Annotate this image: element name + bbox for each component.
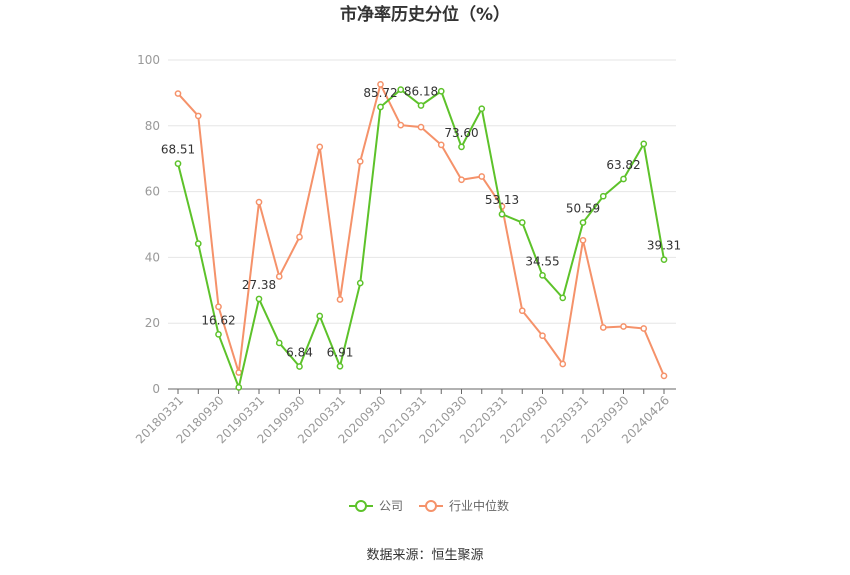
series-line xyxy=(177,88,665,389)
data-point xyxy=(579,219,587,226)
data-point xyxy=(174,90,182,97)
data-point xyxy=(356,157,364,165)
data-point xyxy=(417,123,425,131)
data-label: 86.18 xyxy=(404,84,438,98)
data-point xyxy=(194,112,202,120)
data-point xyxy=(377,103,384,111)
data-point xyxy=(640,140,648,148)
series xyxy=(174,80,668,391)
data-label: 73.60 xyxy=(444,126,478,140)
legend-marker xyxy=(425,500,437,512)
data-point xyxy=(336,362,344,370)
data-point xyxy=(539,271,546,279)
data-point xyxy=(599,192,607,200)
data-point xyxy=(478,173,486,180)
y-tick-label: 100 xyxy=(137,53,160,67)
source-note: 数据来源：恒生聚源 xyxy=(366,548,483,563)
data-point xyxy=(397,86,405,93)
y-tick-label: 20 xyxy=(145,316,160,330)
data-point xyxy=(539,332,546,340)
data-point xyxy=(235,384,243,391)
data-point xyxy=(620,175,627,183)
data-point xyxy=(215,303,222,311)
data-point xyxy=(296,233,303,241)
data-label: 16.62 xyxy=(201,313,235,327)
data-point xyxy=(458,176,465,184)
data-point xyxy=(215,330,222,338)
data-label: 68.51 xyxy=(161,143,195,157)
axes: 0204060801002018033120180930201903312019… xyxy=(133,53,676,446)
data-point xyxy=(599,324,607,331)
data-point xyxy=(660,256,668,264)
data-point xyxy=(579,236,587,244)
data-point xyxy=(498,210,506,218)
legend-label: 公司 xyxy=(379,499,403,513)
y-tick-label: 0 xyxy=(152,382,160,396)
data-point xyxy=(559,294,567,302)
data-point xyxy=(377,80,384,88)
data-label: 53.13 xyxy=(485,193,519,207)
data-label: 6.84 xyxy=(286,345,313,359)
data-label: 27.38 xyxy=(242,278,276,292)
data-point xyxy=(356,279,364,287)
data-point xyxy=(620,323,627,330)
data-point xyxy=(640,325,648,332)
legend-item[interactable]: 公司 xyxy=(349,499,403,513)
data-point xyxy=(194,240,202,247)
chart-title: 市净率历史分位（%） xyxy=(340,4,510,25)
data-point xyxy=(437,141,445,149)
data-point xyxy=(518,307,526,315)
legend-item[interactable]: 行业中位数 xyxy=(419,498,509,513)
legend[interactable]: 公司 行业中位数 xyxy=(349,498,509,513)
legend-marker xyxy=(355,500,367,512)
data-point xyxy=(174,160,182,167)
data-point xyxy=(437,87,445,95)
data-point xyxy=(255,295,263,303)
y-tick-label: 60 xyxy=(145,185,160,199)
data-labels: 68.51 16.62 27.38 6.84 6.91 85.72 86.18 73.60 53… xyxy=(161,84,681,359)
legend-label: 行业中位数 xyxy=(449,498,509,513)
data-label: 63.82 xyxy=(606,158,640,172)
data-point xyxy=(235,369,243,376)
data-point xyxy=(336,296,344,303)
data-point xyxy=(316,312,324,320)
data-point xyxy=(275,273,283,280)
data-point xyxy=(255,198,263,206)
data-label: 34.55 xyxy=(525,254,559,268)
data-label: 85.72 xyxy=(363,86,397,100)
y-tick-label: 80 xyxy=(145,119,160,133)
data-point xyxy=(316,143,324,151)
data-point xyxy=(296,363,303,370)
data-point xyxy=(417,102,425,109)
data-point xyxy=(559,360,567,368)
data-point xyxy=(458,143,465,151)
y-tick-label: 40 xyxy=(145,250,160,264)
data-label: 50.59 xyxy=(566,202,600,216)
data-point xyxy=(478,105,486,113)
data-point xyxy=(275,339,283,347)
data-point xyxy=(397,121,405,129)
data-point xyxy=(660,372,668,380)
data-label: 39.31 xyxy=(647,239,681,253)
data-point xyxy=(518,219,526,226)
data-label: 6.91 xyxy=(327,345,354,359)
